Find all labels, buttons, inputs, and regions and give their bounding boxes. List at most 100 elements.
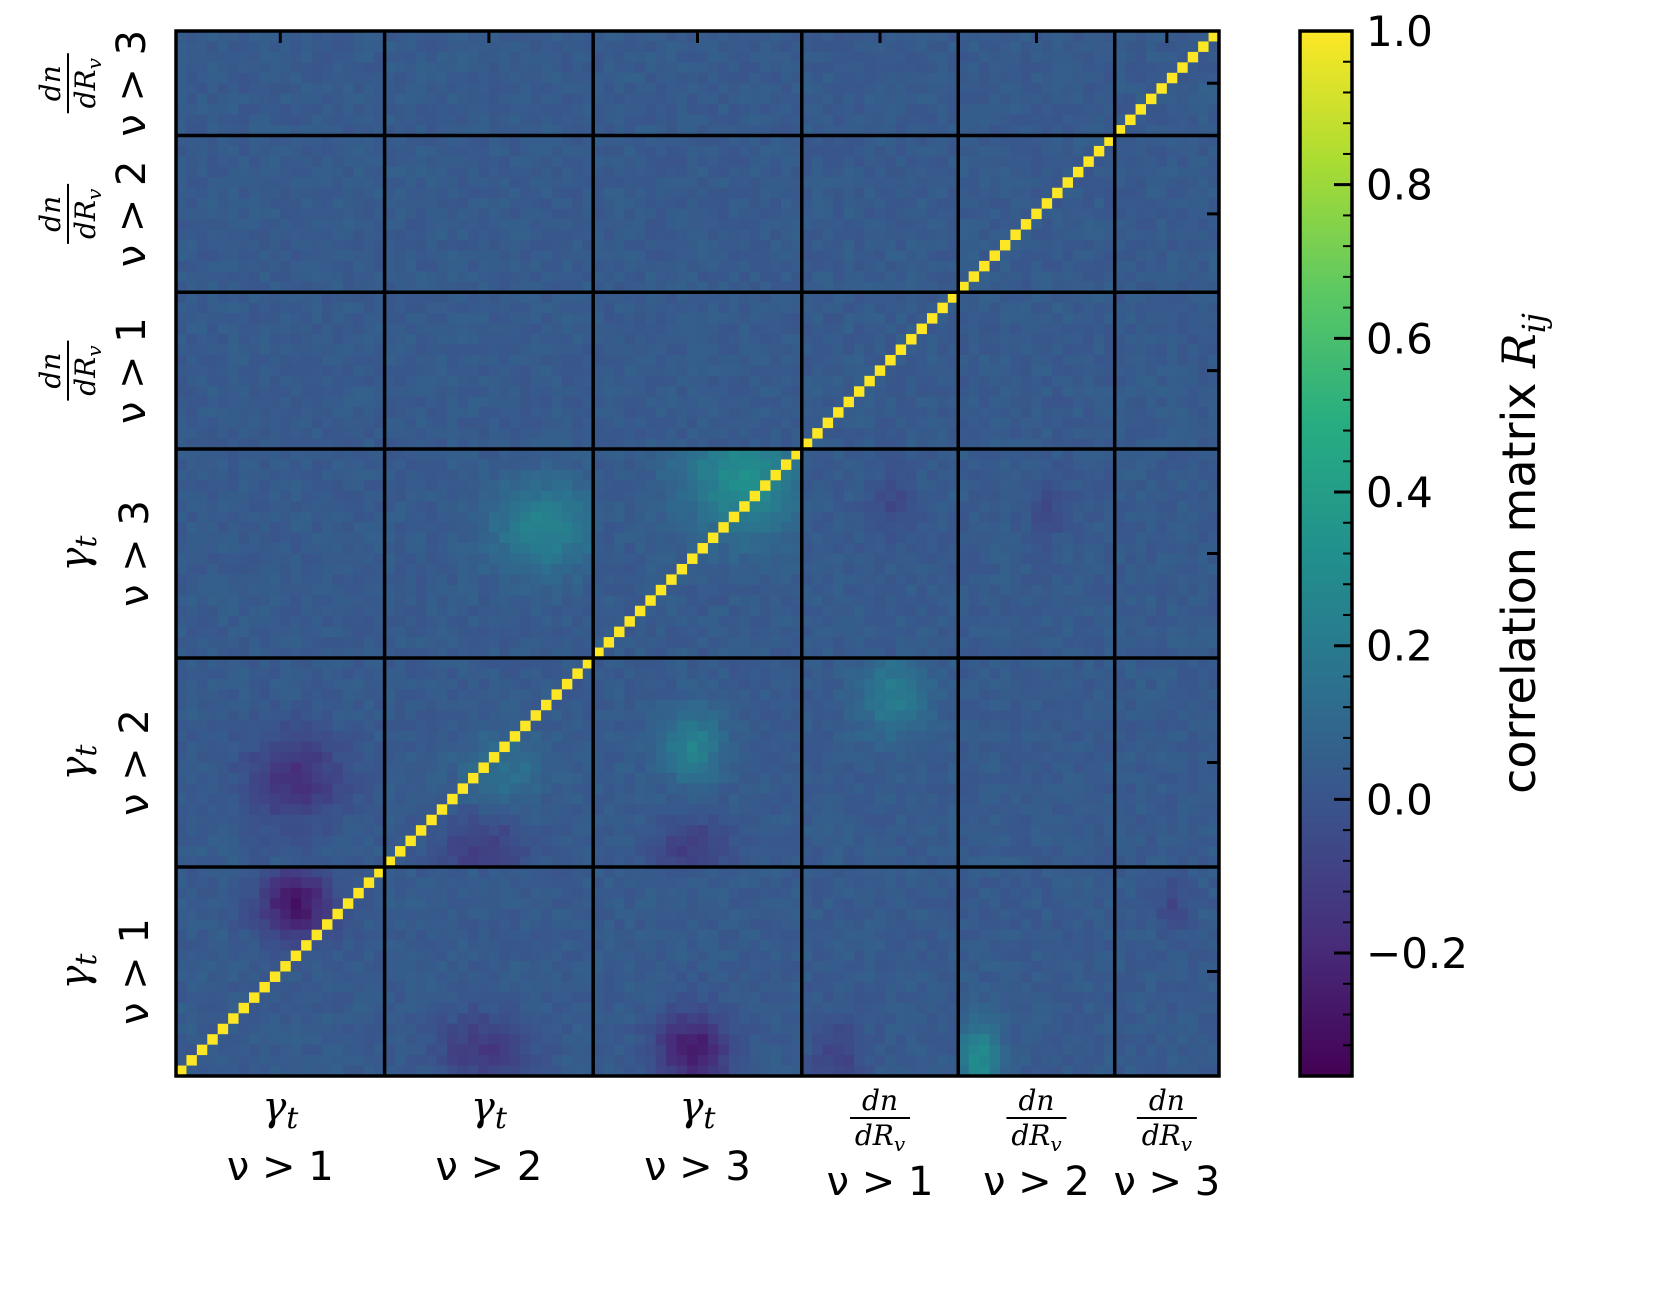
heatmap-cell [520,480,532,492]
heatmap-cell [176,114,188,126]
heatmap-cell [833,438,845,450]
heatmap-cell [488,469,500,481]
heatmap-cell [322,219,334,231]
heatmap-cell [1083,438,1095,450]
heatmap-cell [999,543,1011,555]
heatmap-cell [301,135,313,147]
heatmap-cell [999,459,1011,471]
heatmap-cell [551,208,563,220]
heatmap-cell [916,240,928,252]
heatmap-cell [1125,271,1137,283]
heatmap-cell [551,375,563,387]
heatmap-cell [697,323,709,335]
heatmap-cell [885,511,897,523]
heatmap-cell [1125,51,1137,63]
heatmap-cell [280,543,292,555]
diagonal-cell [1135,104,1147,116]
heatmap-cell [739,334,751,346]
heatmap-cell [426,354,438,366]
heatmap-cell [666,219,678,231]
heatmap-cell [176,250,188,262]
heatmap-cell [634,365,646,377]
heatmap-cell [561,72,573,84]
heatmap-cell [520,198,532,210]
heatmap-cell [1135,51,1147,63]
heatmap-cell [415,156,427,168]
heatmap-cell [593,31,605,43]
heatmap-cell [968,334,980,346]
heatmap-cell [1166,250,1178,262]
heatmap-cell [822,156,834,168]
heatmap-cell [968,292,980,304]
heatmap-cell [457,302,469,314]
heatmap-cell [707,469,719,481]
heatmap-cell [874,198,886,210]
heatmap-cell [906,323,918,335]
heatmap-cell [374,187,386,199]
heatmap-cell [958,438,970,450]
heatmap-cell [1041,511,1053,523]
heatmap-cell [968,375,980,387]
heatmap-cell [1208,522,1220,534]
heatmap-cell [301,334,313,346]
heatmap-cell [207,93,219,105]
heatmap-cell [864,31,876,43]
heatmap-cell [186,344,198,356]
heatmap-cell [238,260,250,272]
heatmap-cell [655,145,667,157]
heatmap-cell [322,344,334,356]
heatmap-cell [1125,386,1137,398]
heatmap-cell [238,281,250,293]
heatmap-cell [853,511,865,523]
heatmap-cell [687,125,699,137]
heatmap-cell [1135,72,1147,84]
heatmap-cell [853,313,865,325]
heatmap-cell [322,501,334,513]
heatmap-cell [217,375,229,387]
heatmap-cell [634,375,646,387]
heatmap-cell [614,198,626,210]
heatmap-cell [937,250,949,262]
heatmap-cell [405,219,417,231]
heatmap-cell [395,501,407,513]
heatmap-cell [1166,344,1178,356]
heatmap-cell [1083,543,1095,555]
heatmap-cell [999,354,1011,366]
heatmap-cell [238,490,250,502]
heatmap-cell [1177,135,1189,147]
heatmap-cell [947,428,959,440]
heatmap-cell [551,41,563,53]
heatmap-cell [780,438,792,450]
heatmap-cell [1072,396,1085,408]
heatmap-cell [468,522,480,534]
heatmap-cell [926,490,938,502]
heatmap-cell [780,51,792,63]
heatmap-cell [697,250,709,262]
heatmap-cell [1072,125,1085,137]
heatmap-cell [363,428,375,440]
heatmap-cell [968,260,980,272]
heatmap-cell [384,354,396,366]
heatmap-cell [895,417,907,429]
heatmap-cell [561,292,573,304]
heatmap-cell [488,250,500,262]
heatmap-cell [624,41,636,53]
heatmap-cell [645,271,657,283]
heatmap-cell [666,302,678,314]
heatmap-cell [916,543,928,555]
heatmap-cell [1156,313,1168,325]
heatmap-cell [1114,469,1126,481]
heatmap-cell [989,166,1001,178]
heatmap-cell [1083,501,1095,513]
heatmap-cell [290,271,302,283]
heatmap-cell [697,260,709,272]
heatmap-cell [885,396,897,408]
heatmap-cell [895,281,907,293]
heatmap-cell [332,104,344,116]
heatmap-cell [1041,334,1053,346]
heatmap-cell [1052,240,1064,252]
heatmap-cell [645,323,657,335]
heatmap-cell [593,313,605,325]
heatmap-cell [1208,198,1220,210]
heatmap-cell [760,187,772,199]
